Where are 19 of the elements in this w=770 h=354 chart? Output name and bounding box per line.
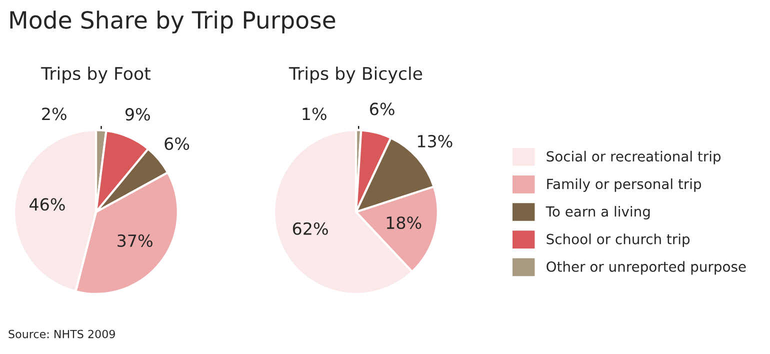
text: Mode Share by Trip Purpose [10,10,336,34]
legend-label: Social or recreational trip [546,150,721,164]
chart-title: Trips by Bicycle [288,66,422,84]
data-label: 37% [118,234,152,247]
source-note: Source: NHTS 2009 [8,330,115,338]
data-label: 13% [418,134,452,148]
data-label: 9% [125,108,150,121]
chart-title: Trips by Foot [41,66,150,84]
data-label: 62% [292,222,328,235]
data-label: 1% [302,108,326,120]
data-label: 6% [370,102,394,116]
data-label: 18% [386,216,422,230]
legend-label: School or church trip [546,234,690,248]
legend-label: Family or personal trip [547,178,702,192]
legend-label: To earn a living [546,206,650,220]
data-label: 46% [30,198,65,211]
data-label: 6% [164,137,190,150]
data-label: 2% [42,108,66,120]
legend-label: Other or unreported purpose [546,261,746,275]
